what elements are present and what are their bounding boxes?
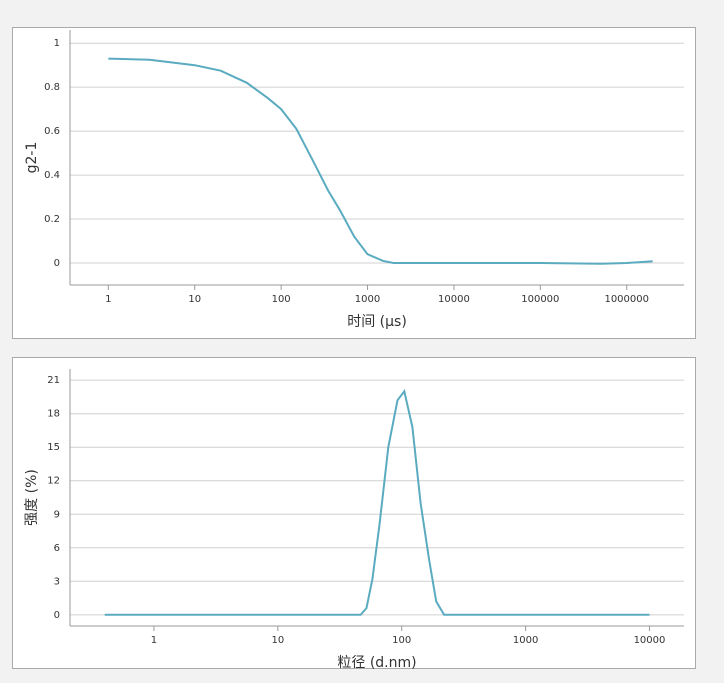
y-tick-label: 0.8 [44,82,60,93]
y-tick-label: 6 [54,543,60,554]
x-tick-label: 10000 [634,635,666,646]
y-tick-label: 0 [54,258,60,269]
x-tick-label: 10 [271,635,284,646]
y-tick-label: 12 [47,476,60,487]
x-axis-title: 粒径 (d.nm) [337,655,416,671]
y-tick-label: 18 [47,409,60,420]
y-tick-label: 3 [54,576,60,587]
x-tick-label: 1 [105,294,111,305]
data-line [104,388,650,616]
panel [12,357,696,669]
y-tick-label: 1 [54,38,60,49]
panel [12,27,696,339]
y-tick-label: 0 [54,610,60,621]
y-tick-label: 15 [47,442,60,453]
x-tick-label: 1 [151,635,157,646]
y-axis-title: 强度 (%) [24,469,40,526]
x-axis-title: 时间 (µs) [347,314,407,330]
y-tick-label: 21 [47,375,60,386]
x-tick-label: 100 [392,635,411,646]
x-tick-label: 100000 [521,294,559,305]
y-axis-title: g2-1 [24,142,40,174]
x-tick-label: 10 [188,294,201,305]
x-tick-label: 100 [272,294,291,305]
x-tick-label: 1000 [513,635,538,646]
y-tick-label: 0.4 [44,170,60,181]
y-tick-label: 0.6 [44,126,60,137]
x-tick-label: 1000 [355,294,380,305]
y-tick-label: 0.2 [44,214,60,225]
x-tick-label: 1000000 [604,294,649,305]
data-line [108,57,653,265]
x-tick-label: 10000 [438,294,470,305]
y-tick-label: 9 [54,509,60,520]
